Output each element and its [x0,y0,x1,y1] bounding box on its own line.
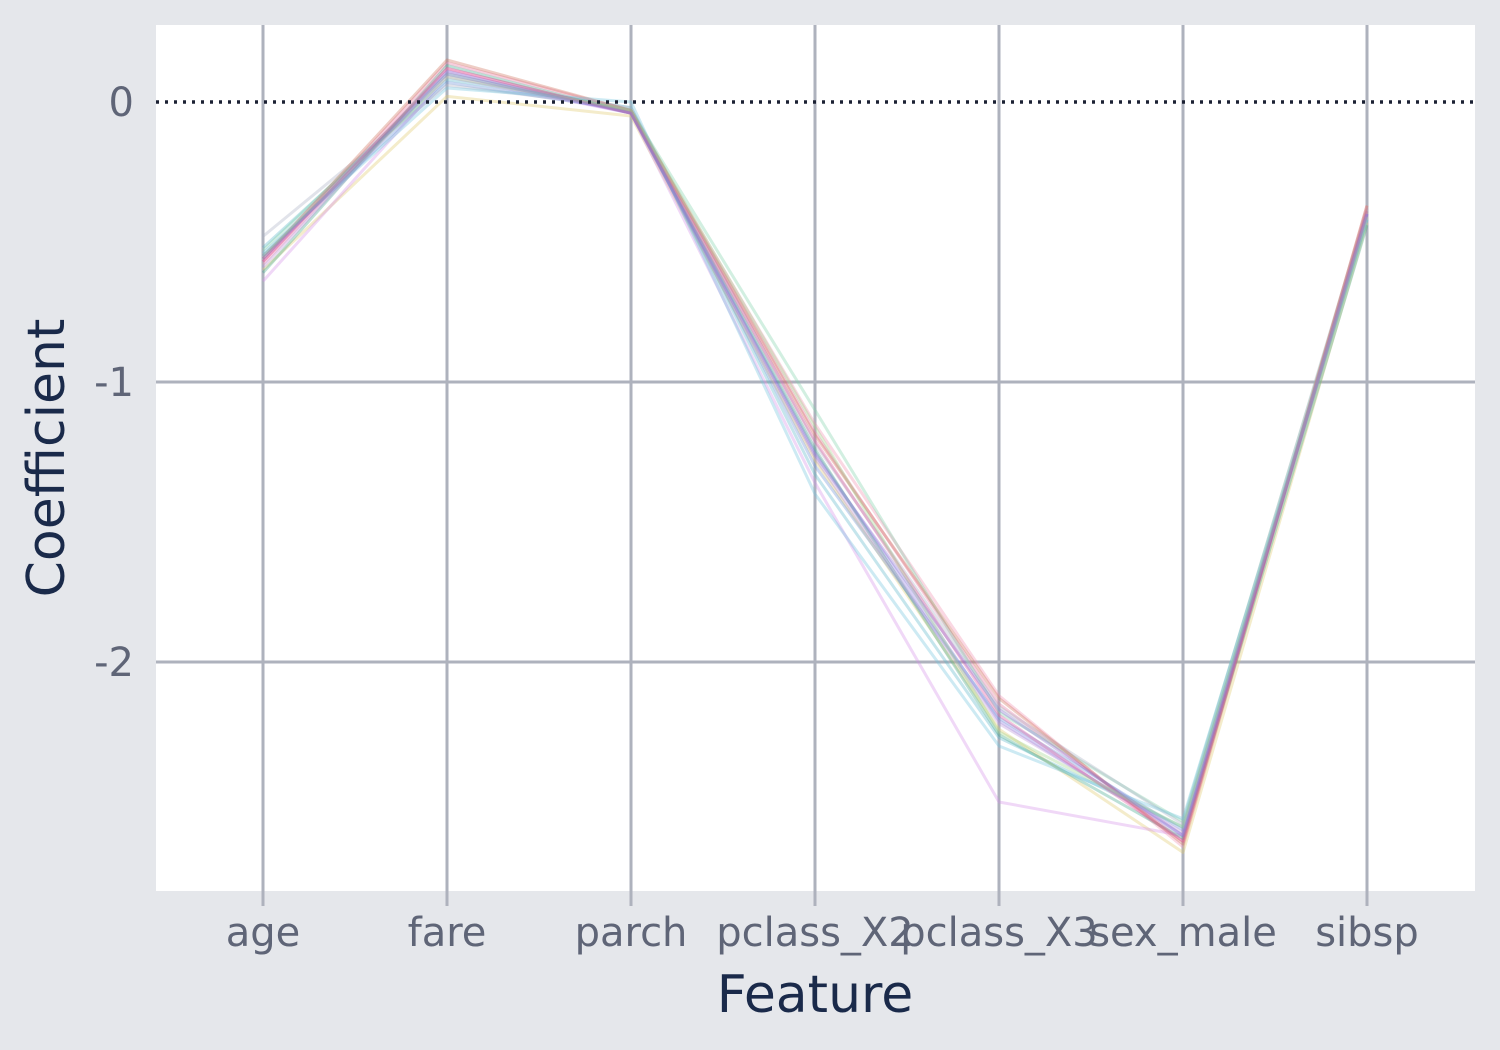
series-line-3 [261,78,1369,829]
series-line-6 [261,94,1369,854]
x-tick-label-parch: parch [575,910,688,956]
series-line-9 [262,83,1369,826]
y-tick-label: -1 [94,360,134,406]
x-tick-label-pclass_X3: pclass_X3 [900,910,1098,956]
x-tick-label-fare: fare [408,910,487,956]
series-line-13 [261,69,1369,835]
x-tick-label-age: age [226,910,301,956]
x-tick-label-sibsp: sibsp [1315,910,1419,956]
series-line-12 [261,86,1369,821]
y-gridlines [156,380,1475,664]
series-line-14 [261,66,1369,843]
y-axis-title: Coefficient [17,319,77,598]
series-line-4 [261,66,1369,849]
series-line-15 [261,75,1369,829]
x-gridlines [261,25,1369,906]
series-line-7 [261,75,1369,838]
series-lines [261,58,1369,854]
series-line-5 [261,72,1369,824]
x-tick-label-sex_male: sex_male [1089,910,1277,956]
x-tick-label-pclass_X2: pclass_X2 [716,910,914,956]
series-line-16 [261,72,1369,838]
series-line-11 [261,58,1369,846]
x-axis-title: Feature [717,965,914,1025]
series-line-10 [261,64,1369,840]
y-tick-label: 0 [109,80,134,126]
series-line-8 [261,80,1369,832]
series-line-2 [261,61,1369,843]
series-line-1 [261,69,1369,838]
y-tick-labels: 0 -1 -2 [94,80,134,686]
y-tick-label: -2 [94,640,134,686]
